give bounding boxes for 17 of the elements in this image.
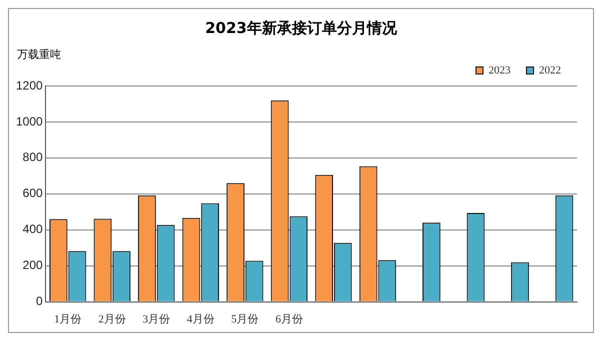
y-tick-label: 400 [22,222,44,236]
y-tick-label: 1000 [16,114,44,128]
x-tick-label: 6月份 [275,313,303,326]
chart-title: 2023年新承接订单分月情况 [204,18,398,39]
y-tick-label: 800 [22,150,44,164]
x-tick-label: 1月份 [54,313,82,326]
legend-label: 2023 [488,64,511,76]
y-tick-label: 200 [22,258,44,272]
y-tick-label: 1200 [16,78,44,92]
legend-label: 2022 [539,64,561,76]
y-axis-title: 万载重吨 [17,47,61,62]
x-tick-label: 4月份 [186,313,214,326]
x-tick-label: 2月份 [98,313,126,326]
y-tick-label: 0 [36,294,44,308]
y-tick-label: 600 [22,186,44,200]
x-tick-label: 5月份 [231,313,259,326]
x-tick-label: 3月份 [142,313,170,326]
